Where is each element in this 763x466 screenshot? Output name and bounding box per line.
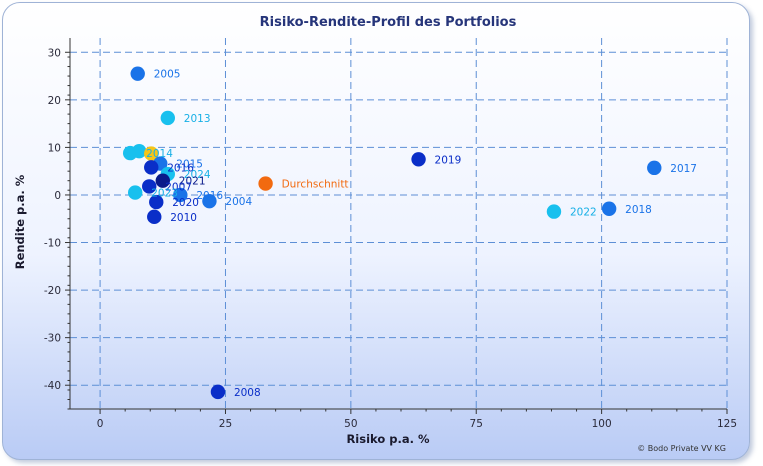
data-label: 2016 [196, 190, 223, 202]
data-points [122, 66, 662, 400]
axes: 0 25 50 75 100 125 -40 -30 -20 -10 0 10 20 30 [44, 38, 737, 430]
y-tick-label: 20 [48, 95, 61, 107]
y-axis-label: Rendite p.a. % [13, 174, 27, 269]
data-label: 2004 [225, 196, 252, 208]
data-label: 2023 [151, 188, 178, 200]
chart-frame [2, 2, 750, 460]
data-point[interactable] [144, 160, 159, 175]
x-tick-label: 75 [470, 418, 483, 430]
data-label: 2021 [179, 176, 206, 188]
data-label: 2005 [154, 69, 181, 81]
data-label: 2019 [435, 154, 462, 166]
y-tick-label: -10 [44, 238, 61, 250]
data-point[interactable] [144, 146, 159, 161]
data-point[interactable] [127, 185, 143, 200]
x-tick-label: 100 [592, 418, 612, 430]
data-label: 2013 [184, 113, 211, 125]
copyright-text: © Bodo Private VV KG [637, 444, 726, 453]
data-point[interactable] [546, 204, 562, 219]
data-point[interactable] [202, 193, 217, 209]
data-point[interactable] [142, 179, 157, 194]
data-point[interactable] [149, 194, 164, 210]
x-axis-label: Risiko p.a. % [346, 432, 430, 446]
data-label: 2007 [165, 181, 192, 193]
data-point[interactable] [258, 176, 273, 191]
data-label: 2020 [172, 197, 199, 209]
data-label: 2024 [184, 169, 211, 181]
data-label: 2017 [670, 163, 697, 175]
data-point[interactable] [601, 201, 617, 216]
chart-title: Risiko-Rendite-Profil des Portfolios [260, 15, 517, 30]
y-tick-label: -20 [44, 285, 61, 297]
data-label: 2014 [146, 148, 173, 160]
x-tick-label: 0 [97, 418, 104, 430]
data-point[interactable] [155, 173, 170, 188]
y-tick-label: -30 [44, 333, 61, 345]
data-label: 2010 [170, 212, 197, 224]
data-point[interactable] [411, 152, 426, 167]
data-label: 2022 [570, 207, 597, 219]
data-point[interactable] [210, 384, 226, 400]
x-tick-label: 25 [219, 418, 232, 430]
data-label: 2018 [625, 204, 652, 216]
y-tick-label: 0 [54, 190, 61, 202]
grid-lines [70, 38, 728, 409]
data-point[interactable] [147, 209, 162, 225]
data-point[interactable] [173, 187, 188, 203]
data-label: 2008 [234, 387, 261, 399]
data-point[interactable] [130, 66, 145, 81]
data-label: 2016 [167, 162, 194, 174]
y-tick-label: 10 [48, 142, 61, 154]
data-point[interactable] [132, 144, 147, 159]
x-tick-label: 125 [717, 418, 737, 430]
y-tick-label: -40 [44, 380, 61, 392]
y-tick-label: 30 [48, 47, 61, 59]
data-point[interactable] [647, 160, 662, 176]
data-label: Durchschnitt [282, 179, 349, 191]
data-point[interactable] [160, 110, 175, 126]
data-label: 2015 [176, 159, 203, 171]
x-tick-label: 50 [344, 418, 357, 430]
